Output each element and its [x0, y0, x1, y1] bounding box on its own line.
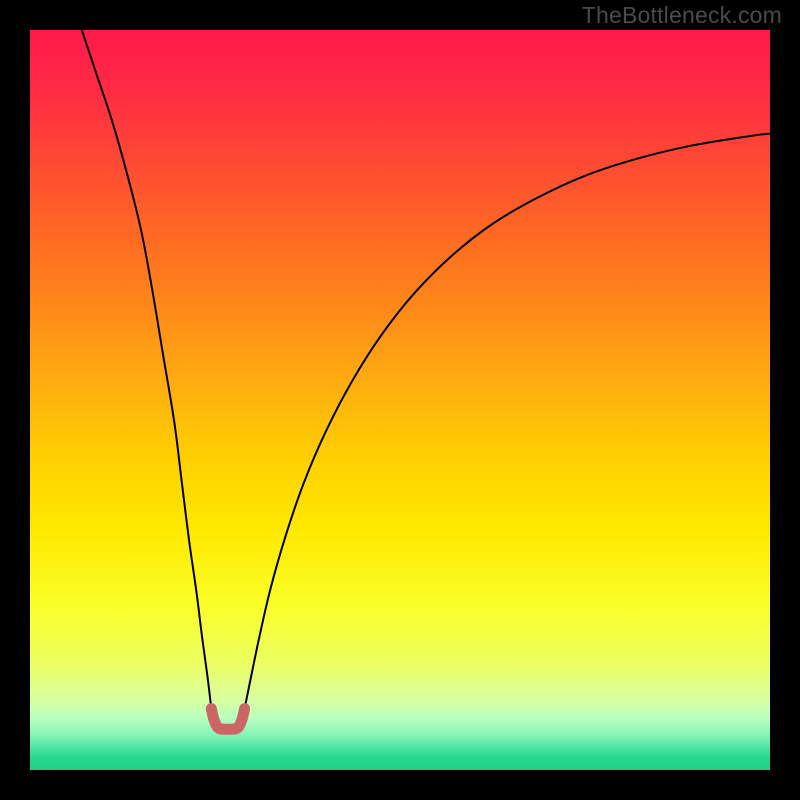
curve-right-branch [245, 134, 770, 709]
curve-left-branch [82, 30, 212, 709]
curve-trough-highlight [211, 709, 244, 730]
bottleneck-curve [30, 30, 770, 770]
plot-area [30, 30, 770, 770]
watermark-label: TheBottleneck.com [582, 2, 782, 29]
chart-container: TheBottleneck.com [0, 0, 800, 800]
